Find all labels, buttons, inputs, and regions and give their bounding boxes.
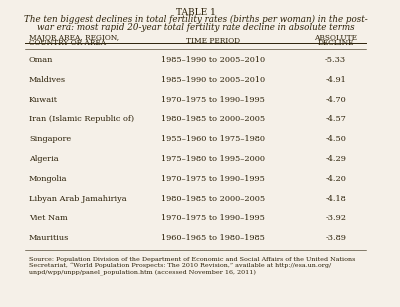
Text: Mauritius: Mauritius [29,234,69,242]
Text: ABSOLUTE: ABSOLUTE [314,34,357,42]
Text: 1985–1990 to 2005–2010: 1985–1990 to 2005–2010 [161,56,265,64]
Text: 1980–1985 to 2000–2005: 1980–1985 to 2000–2005 [161,195,265,203]
Text: war era: most rapid 20-year total fertility rate decline in absolute terms: war era: most rapid 20-year total fertil… [37,23,354,32]
Text: -3.92: -3.92 [325,214,346,222]
Text: 1970–1975 to 1990–1995: 1970–1975 to 1990–1995 [161,175,265,183]
Text: 1980–1985 to 2000–2005: 1980–1985 to 2000–2005 [161,115,265,123]
Text: -4.20: -4.20 [325,175,346,183]
Text: -4.50: -4.50 [325,135,346,143]
Text: Source: Population Division of the Department of Economic and Social Affairs of : Source: Population Division of the Depar… [29,257,355,275]
Text: TIME PERIOD: TIME PERIOD [186,37,240,45]
Text: DECLINE: DECLINE [318,39,354,47]
Text: 1975–1980 to 1995–2000: 1975–1980 to 1995–2000 [161,155,265,163]
Text: COUNTRY OR AREA: COUNTRY OR AREA [29,39,106,47]
Text: -4.29: -4.29 [325,155,346,163]
Text: Kuwait: Kuwait [29,96,58,104]
Text: Iran (Islamic Republic of): Iran (Islamic Republic of) [29,115,134,123]
Text: The ten biggest declines in total fertility rates (births per woman) in the post: The ten biggest declines in total fertil… [24,15,368,24]
Text: -4.70: -4.70 [325,96,346,104]
Text: -5.33: -5.33 [325,56,346,64]
Text: Mongolia: Mongolia [29,175,68,183]
Text: -4.91: -4.91 [325,76,346,84]
Text: -3.89: -3.89 [325,234,346,242]
Text: 1955–1960 to 1975–1980: 1955–1960 to 1975–1980 [161,135,265,143]
Text: Viet Nam: Viet Nam [29,214,68,222]
Text: Algeria: Algeria [29,155,58,163]
Text: Libyan Arab Jamahiriya: Libyan Arab Jamahiriya [29,195,126,203]
Text: 1970–1975 to 1990–1995: 1970–1975 to 1990–1995 [161,96,265,104]
Text: Singapore: Singapore [29,135,71,143]
Text: -4.18: -4.18 [325,195,346,203]
Text: 1960–1965 to 1980–1985: 1960–1965 to 1980–1985 [161,234,265,242]
Text: Maldives: Maldives [29,76,66,84]
Text: -4.57: -4.57 [325,115,346,123]
Text: TABLE 1: TABLE 1 [176,8,216,17]
Text: MAJOR AREA, REGION,: MAJOR AREA, REGION, [29,34,119,42]
Text: Oman: Oman [29,56,53,64]
Text: 1970–1975 to 1990–1995: 1970–1975 to 1990–1995 [161,214,265,222]
Text: 1985–1990 to 2005–2010: 1985–1990 to 2005–2010 [161,76,265,84]
